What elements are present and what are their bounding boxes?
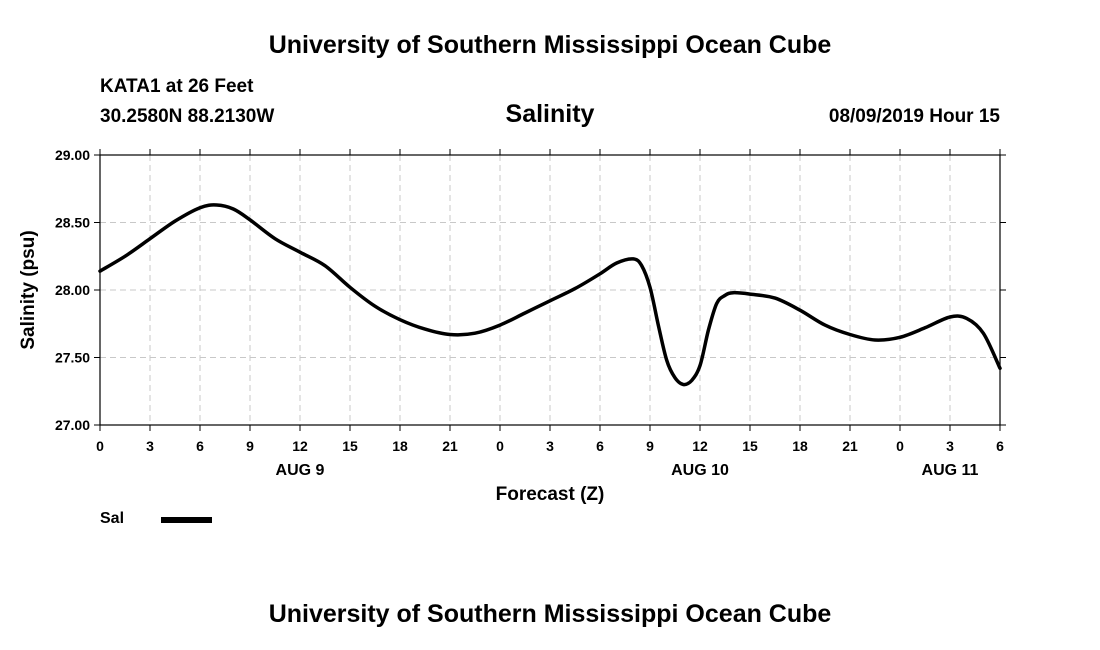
x-tick-label: 9 [646,438,654,454]
x-tick-label: 9 [246,438,254,454]
y-tick-label: 27.00 [55,417,90,433]
x-tick-label: 15 [342,438,358,454]
x-tick-label: 0 [896,438,904,454]
axis-ticks [94,149,1006,431]
legend-label: Sal [100,510,125,527]
y-tick-label: 27.50 [55,350,90,366]
x-axis-label: Forecast (Z) [496,484,605,505]
legend-swatch [161,517,212,523]
variable-title: Salinity [505,100,595,128]
x-tick-label: 6 [596,438,604,454]
footer-title: University of Southern Mississippi Ocean… [268,600,832,628]
x-tick-label: 0 [496,438,504,454]
x-tick-label: 3 [146,438,154,454]
grid-lines [100,155,1000,425]
plot-frame [99,154,1001,426]
day-label: AUG 9 [276,462,325,479]
day-label: AUG 11 [922,462,979,479]
x-tick-label: 21 [442,438,458,454]
day-label: AUG 10 [671,462,729,479]
x-tick-label: 12 [692,438,708,454]
x-tick-label: 6 [196,438,204,454]
y-tick-label: 28.50 [55,215,90,231]
x-tick-label: 15 [742,438,758,454]
x-tick-labels: 0 3 6 9 12 15 18 21 0 3 6 9 12 15 18 21 0 3 6 [96,438,1004,454]
x-tick-label: 6 [996,438,1004,454]
x-tick-label: 0 [96,438,104,454]
y-axis-label: Salinity (psu) [18,230,39,349]
series-line-sal [98,203,1002,387]
y-tick-label: 28.00 [55,282,90,298]
station-label: KATA1 at 26 Feet [100,76,254,97]
x-tick-label: 12 [292,438,308,454]
forecast-datetime: 08/09/2019 Hour 15 [828,106,1000,127]
y-tick-labels: 27.00 27.50 28.00 28.50 29.00 [55,147,90,433]
chart-title: University of Southern Mississippi Ocean… [268,31,832,59]
y-tick-label: 29.00 [55,147,90,163]
x-tick-label: 3 [946,438,954,454]
x-tick-label: 18 [792,438,808,454]
x-tick-label: 3 [546,438,554,454]
x-tick-label: 18 [392,438,408,454]
station-coordinates: 30.2580N 88.2130W [100,106,275,127]
x-tick-label: 21 [842,438,858,454]
day-labels: AUG 9 AUG 10 AUG 11 [276,462,979,479]
